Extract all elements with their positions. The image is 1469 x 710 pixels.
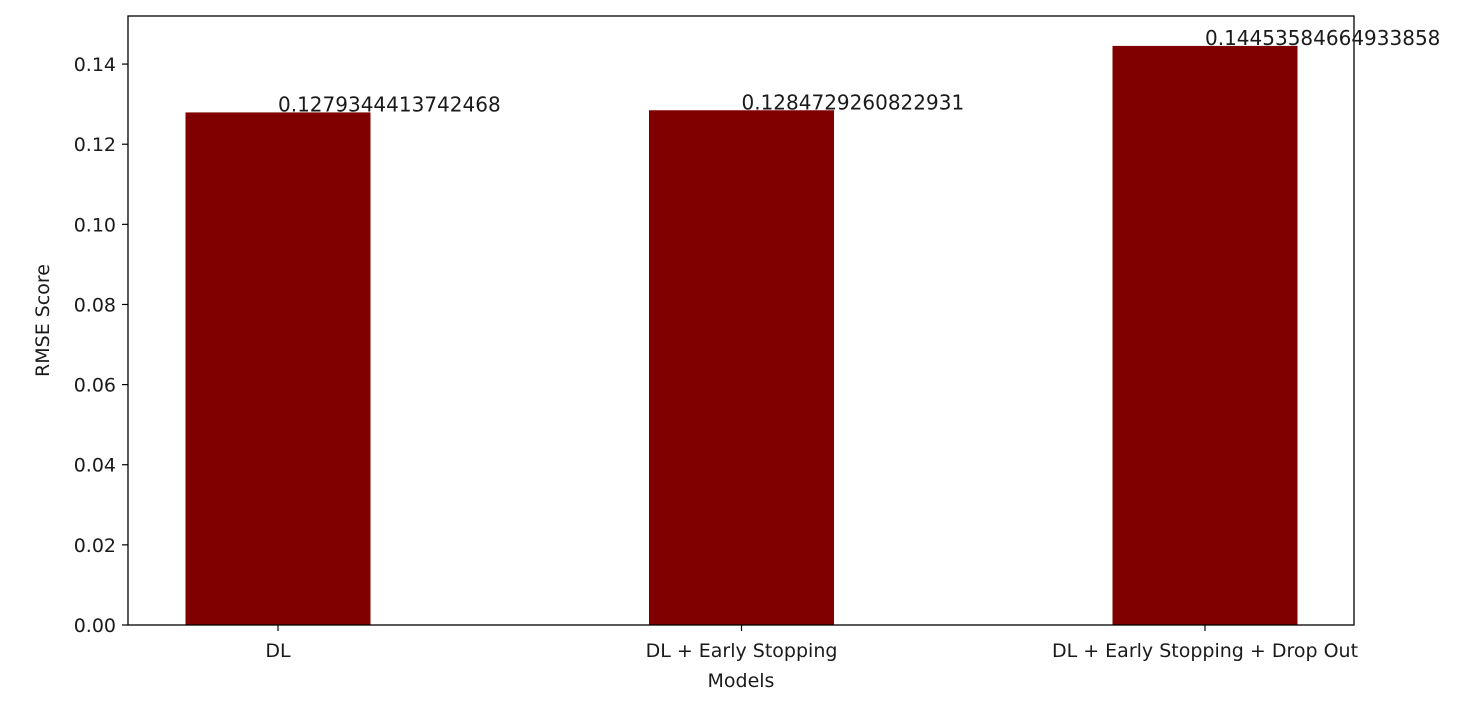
y-tick-label: 0.12 — [74, 134, 116, 156]
x-tick-label: DL + Early Stopping + Drop Out — [1052, 640, 1358, 662]
bar-2 — [649, 110, 834, 626]
y-tick-label: 0.06 — [74, 375, 116, 397]
y-tick-label: 0.04 — [74, 455, 116, 477]
axes-frame — [127, 15, 1355, 626]
y-tick-label: 0.14 — [74, 54, 116, 76]
x-axis-label: Models — [708, 670, 775, 692]
bars-layer — [185, 45, 1298, 626]
data-label: 0.1279344413742468 — [278, 92, 501, 116]
y-tick-label: 0.10 — [74, 214, 116, 236]
y-tick-label: 0.08 — [74, 294, 116, 316]
x-tick-label: DL + Early Stopping — [646, 640, 838, 662]
x-tick-label: DL — [265, 640, 291, 662]
y-tick-label: 0.00 — [74, 615, 116, 637]
data-label: 0.14453584664933858 — [1205, 26, 1440, 50]
y-tick-label: 0.02 — [74, 535, 116, 557]
labels-layer: DL 0.1279344413742468 DL + Early Stopping 0… — [74, 26, 1441, 662]
bar-3 — [1112, 45, 1298, 626]
data-label: 0.1284729260822931 — [742, 90, 965, 114]
bar-1 — [185, 112, 371, 626]
ticks-layer — [122, 63, 1206, 631]
y-axis-label: RMSE Score — [32, 264, 54, 377]
